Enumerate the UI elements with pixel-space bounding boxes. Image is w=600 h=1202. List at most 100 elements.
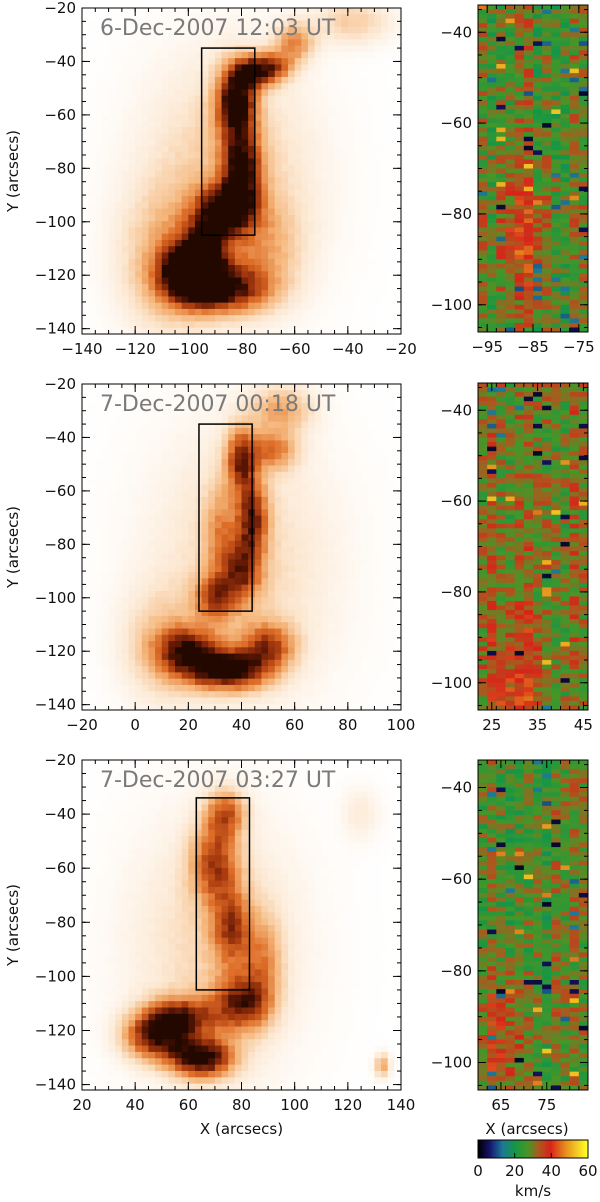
intensity-pixel [128, 95, 136, 103]
intensity-pixel [101, 402, 110, 410]
intensity-pixel [268, 164, 276, 172]
intensity-pixel [347, 83, 356, 91]
intensity-pixel [135, 503, 143, 510]
intensity-pixel [208, 659, 216, 667]
intensity-pixel [228, 597, 236, 605]
intensity-pixel [241, 145, 249, 153]
intensity-pixel [188, 246, 196, 254]
intensity-pixel [321, 45, 329, 53]
intensity-pixel [234, 446, 243, 454]
intensity-pixel [334, 659, 342, 667]
intensity-pixel [128, 672, 136, 680]
intensity-pixel [254, 315, 263, 323]
intensity-pixel [394, 189, 401, 197]
intensity-pixel [228, 64, 236, 72]
intensity-pixel [228, 321, 236, 329]
intensity-pixel [121, 20, 130, 28]
intensity-pixel [261, 283, 269, 291]
intensity-pixel [88, 239, 96, 247]
intensity-pixel [161, 427, 169, 435]
intensity-pixel [241, 490, 249, 498]
intensity-pixel [321, 308, 329, 316]
intensity-pixel [95, 603, 103, 611]
intensity-pixel [121, 152, 130, 160]
intensity-pixel [214, 521, 223, 529]
intensity-pixel [82, 20, 90, 28]
intensity-pixel [301, 490, 309, 498]
intensity-pixel [128, 396, 136, 404]
intensity-pixel [248, 214, 256, 222]
intensity-pixel [327, 528, 336, 536]
intensity-pixel [141, 553, 150, 561]
intensity-pixel [274, 547, 282, 554]
intensity-pixel [354, 108, 362, 116]
intensity-pixel [281, 271, 289, 279]
intensity-pixel [214, 133, 223, 141]
intensity-pixel [301, 415, 309, 423]
intensity-pixel [341, 271, 349, 279]
intensity-pixel [181, 14, 189, 22]
intensity-pixel [387, 120, 395, 128]
intensity-pixel [208, 315, 216, 323]
intensity-pixel [374, 427, 382, 435]
intensity-pixel [314, 39, 322, 47]
intensity-pixel [268, 590, 276, 598]
intensity-pixel [148, 89, 156, 97]
intensity-pixel [115, 559, 123, 567]
intensity-pixel [121, 402, 130, 410]
intensity-pixel [301, 14, 309, 22]
intensity-pixel [228, 634, 236, 642]
intensity-pixel [121, 578, 130, 586]
intensity-pixel [221, 76, 229, 84]
intensity-pixel [354, 590, 362, 598]
intensity-pixel [155, 503, 163, 510]
intensity-pixel [374, 465, 382, 473]
intensity-pixel [194, 653, 203, 661]
intensity-pixel [347, 258, 356, 266]
intensity-pixel [181, 145, 189, 153]
intensity-pixel [341, 402, 349, 410]
intensity-pixel [374, 20, 382, 28]
intensity-pixel [128, 584, 136, 592]
intensity-pixel [367, 547, 376, 554]
intensity-pixel [334, 409, 342, 416]
intensity-pixel [101, 515, 110, 523]
intensity-pixel [381, 409, 389, 416]
intensity-pixel [121, 672, 130, 680]
intensity-pixel [228, 8, 236, 15]
intensity-pixel [321, 14, 329, 22]
intensity-pixel [327, 164, 336, 172]
intensity-pixel [288, 534, 296, 542]
intensity-pixel [394, 196, 401, 203]
intensity-pixel [374, 14, 382, 22]
intensity-pixel [381, 308, 389, 316]
intensity-pixel [281, 58, 289, 66]
intensity-pixel [367, 521, 376, 529]
intensity-pixel [155, 691, 163, 699]
intensity-pixel [135, 258, 143, 266]
intensity-pixel [115, 70, 123, 78]
intensity-pixel [168, 565, 176, 573]
intensity-pixel [281, 189, 289, 197]
intensity-pixel [321, 521, 329, 529]
intensity-pixel [301, 102, 309, 109]
intensity-pixel [281, 641, 289, 648]
intensity-pixel [221, 547, 229, 554]
intensity-pixel [301, 653, 309, 661]
intensity-pixel [121, 89, 130, 97]
intensity-pixel [294, 296, 302, 304]
intensity-pixel [135, 76, 143, 84]
intensity-pixel [168, 459, 176, 467]
intensity-pixel [88, 490, 96, 498]
intensity-pixel [241, 641, 249, 648]
intensity-pixel [301, 51, 309, 59]
intensity-pixel [161, 684, 169, 692]
intensity-pixel [261, 246, 269, 254]
intensity-pixel [228, 76, 236, 84]
intensity-pixel [274, 321, 282, 329]
intensity-pixel [101, 471, 110, 479]
intensity-pixel [347, 515, 356, 523]
intensity-pixel [201, 265, 209, 272]
intensity-pixel [234, 647, 243, 655]
intensity-pixel [168, 158, 176, 166]
